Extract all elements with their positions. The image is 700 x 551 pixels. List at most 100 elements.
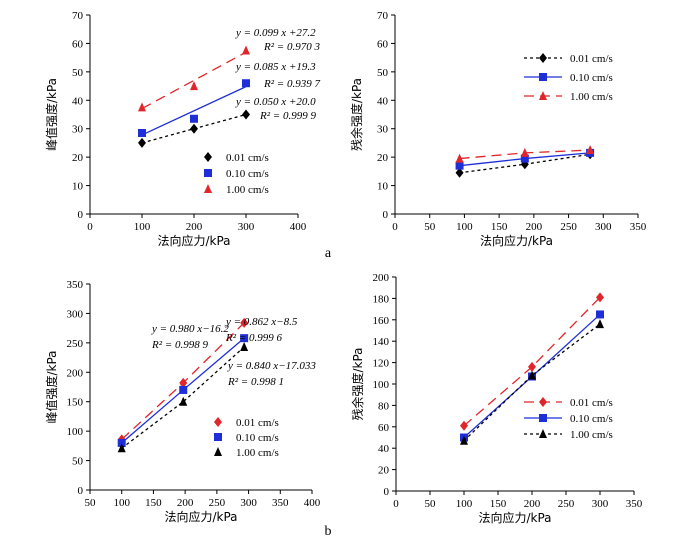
y-tick-label: 160 xyxy=(373,315,390,327)
y-tick-label: 10 xyxy=(72,181,84,193)
chart-a-right: 0 10 20 30 40 50 60 70 0 50 100 150 200 250 300 350 法向应力… xyxy=(349,10,647,248)
y-tick-label: 50 xyxy=(72,456,84,468)
y-axis-label: 残余强度/kPa xyxy=(350,347,365,420)
y-tick-label: 100 xyxy=(373,379,390,391)
legend-marker xyxy=(204,152,212,162)
x-tick-label: 300 xyxy=(240,497,257,509)
r-squared-label: R² = 0.999 9 xyxy=(259,110,316,122)
data-point xyxy=(190,114,198,123)
regression-equation: y = 0.862 x−8.5 xyxy=(225,316,298,328)
data-point xyxy=(596,310,604,319)
x-tick-label: 200 xyxy=(186,221,203,233)
x-tick-label: 100 xyxy=(456,221,473,233)
regression-equation: y = 0.050 x +20.0 xyxy=(235,96,316,108)
r-squared-label: R² = 0.970 3 xyxy=(263,41,320,53)
legend-label: 0.10 cm/s xyxy=(570,413,613,425)
y-tick-label: 140 xyxy=(373,336,390,348)
y-tick-label: 20 xyxy=(378,465,390,477)
legend-label: 0.01 cm/s xyxy=(236,417,279,429)
legend-label: 1.00 cm/s xyxy=(236,447,279,459)
y-axis-label: 残余强度/kPa xyxy=(349,78,364,151)
legend-marker xyxy=(539,53,547,63)
x-tick-label: 0 xyxy=(87,221,93,233)
y-tick-label: 30 xyxy=(377,124,389,136)
panel-label-b: b xyxy=(325,524,332,539)
series-1-00-cm-s xyxy=(460,319,604,445)
y-tick-label: 200 xyxy=(67,367,84,379)
series-0-01-cm-s xyxy=(138,109,250,148)
x-tick-label: 100 xyxy=(456,498,473,510)
legend-label: 0.01 cm/s xyxy=(226,152,269,164)
data-point xyxy=(240,334,249,343)
y-tick-label: 350 xyxy=(67,279,84,291)
data-point xyxy=(117,443,126,453)
series-line xyxy=(121,346,245,449)
series-line xyxy=(459,153,591,174)
data-point xyxy=(455,161,464,170)
data-point xyxy=(586,145,595,155)
data-point xyxy=(240,341,249,351)
x-tick-label: 250 xyxy=(209,497,226,509)
x-axis-label: 法向应力/kPa xyxy=(478,510,551,525)
series-1-00-cm-s xyxy=(117,341,249,453)
legend: 0.01 cm/s 0.10 cm/s 1.00 cm/s xyxy=(214,417,279,459)
x-tick-label: 50 xyxy=(424,221,436,233)
data-point xyxy=(242,45,250,55)
series-0-10-cm-s xyxy=(138,79,250,137)
x-axis-label: 法向应力/kPa xyxy=(164,509,237,524)
data-point xyxy=(460,420,468,431)
data-point xyxy=(117,438,126,447)
legend-marker xyxy=(539,397,547,407)
panel-label-a: a xyxy=(325,246,332,261)
series-1-00-cm-s xyxy=(138,45,250,112)
legend-marker xyxy=(539,91,547,100)
series-0-01-cm-s xyxy=(117,317,249,445)
x-tick-label: 300 xyxy=(238,221,255,233)
y-tick-label: 70 xyxy=(377,10,389,22)
x-tick-label: 50 xyxy=(425,498,437,510)
x-tick-label: 200 xyxy=(177,497,194,509)
legend-marker xyxy=(539,414,547,422)
chart-a-left: 0 10 20 30 40 50 60 70 0 100 200 300 400 法向应力/kPa 峰值强度… xyxy=(44,10,320,248)
y-tick-label: 20 xyxy=(72,152,84,164)
x-tick-label: 100 xyxy=(113,497,130,509)
x-tick-label: 250 xyxy=(558,498,575,510)
legend-label: 0.10 cm/s xyxy=(236,432,279,444)
legend-marker xyxy=(214,447,222,456)
data-point xyxy=(242,79,250,88)
legend-marker xyxy=(214,417,222,427)
regression-equation: y = 0.840 x−17.033 xyxy=(227,360,316,372)
y-tick-label: 40 xyxy=(377,95,389,107)
legend: 0.01 cm/s 0.10 cm/s 1.00 cm/s xyxy=(524,397,613,441)
data-point xyxy=(179,385,188,394)
y-tick-label: 0 xyxy=(383,209,389,221)
legend-marker xyxy=(204,184,212,193)
y-tick-label: 50 xyxy=(377,67,389,79)
y-tick-label: 70 xyxy=(72,10,84,22)
x-axis-label: 法向应力/kPa xyxy=(480,233,553,248)
legend-label: 0.10 cm/s xyxy=(570,72,613,84)
legend-label: 1.00 cm/s xyxy=(226,184,269,196)
x-tick-label: 150 xyxy=(491,221,508,233)
y-tick-label: 60 xyxy=(378,422,390,434)
legend-label: 0.01 cm/s xyxy=(570,53,613,65)
data-point xyxy=(179,377,188,388)
regression-equation: y = 0.980 x−16.2 xyxy=(151,323,229,335)
y-tick-label: 80 xyxy=(378,400,390,412)
x-tick-label: 200 xyxy=(524,498,541,510)
y-tick-label: 0 xyxy=(384,486,390,498)
x-tick-label: 400 xyxy=(290,221,307,233)
y-tick-label: 0 xyxy=(78,485,84,497)
series-0-10-cm-s xyxy=(117,334,249,447)
series-line xyxy=(463,323,601,442)
x-axis-label: 法向应力/kPa xyxy=(157,233,230,248)
data-point xyxy=(138,102,146,112)
legend: 0.01 cm/s 0.10 cm/s 1.00 cm/s xyxy=(524,53,613,103)
y-tick-label: 60 xyxy=(72,38,84,50)
x-tick-label: 350 xyxy=(626,498,643,510)
y-tick-label: 10 xyxy=(377,181,389,193)
data-point xyxy=(596,292,604,303)
x-tick-label: 150 xyxy=(145,497,162,509)
